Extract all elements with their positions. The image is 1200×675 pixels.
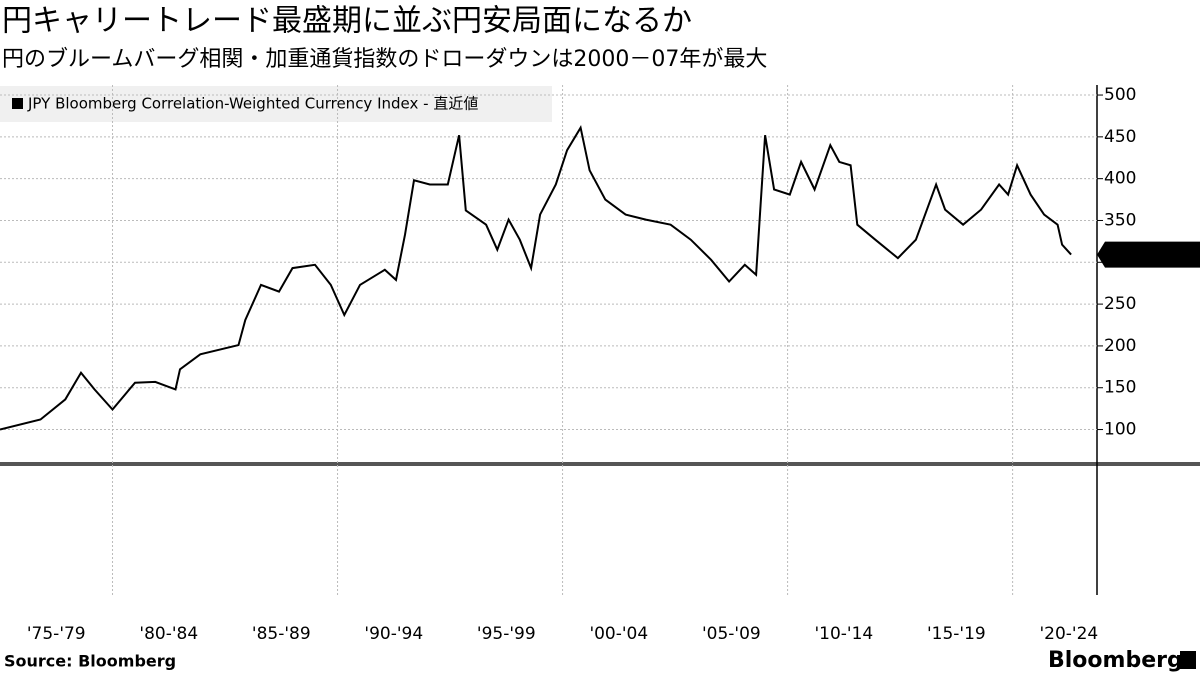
x-tick-label: '95-'99 (477, 624, 536, 644)
y-tick-label: 200 (1104, 336, 1136, 356)
y-tick-label: 400 (1104, 169, 1136, 189)
y-tick-label: 350 (1104, 210, 1136, 230)
source: Source: Bloomberg (4, 652, 176, 671)
legend-label: JPY Bloomberg Correlation-Weighted Curre… (27, 95, 478, 113)
chart-subtitle: 円のブルームバーグ相関・加重通貨指数のドローダウンは2000－07年が最大 (2, 47, 767, 72)
line (0, 125, 1072, 431)
last-value-label: 309.2007 (1106, 245, 1187, 265)
panel-divider (0, 462, 1200, 466)
y-tick-label: 450 (1104, 127, 1136, 147)
last-value-box (1097, 241, 1200, 268)
legend-box (0, 86, 552, 122)
brand: Bloomberg (1048, 648, 1183, 673)
x-tick-label: '10-'14 (814, 624, 873, 644)
x-tick-label: '85-'89 (252, 624, 311, 644)
legend-swatch (12, 98, 23, 109)
x-tick-label: '15-'19 (927, 624, 986, 644)
y-tick-label: 100 (1104, 420, 1136, 440)
y-tick-label: 250 (1104, 294, 1136, 314)
chart-title: 円キャリートレード最盛期に並ぶ円安局面になるか (2, 4, 692, 39)
x-tick-label: '90-'94 (364, 624, 423, 644)
x-tick-label: '75-'79 (27, 624, 86, 644)
brand-icon (1180, 651, 1196, 669)
x-tick-label: '80-'84 (139, 624, 198, 644)
x-tick-label: '05-'09 (702, 624, 761, 644)
y-tick-label: 150 (1104, 378, 1136, 398)
y-tick-label: 500 (1104, 85, 1136, 105)
x-tick-label: '20-'24 (1039, 624, 1098, 644)
x-tick-label: '00-'04 (589, 624, 648, 644)
